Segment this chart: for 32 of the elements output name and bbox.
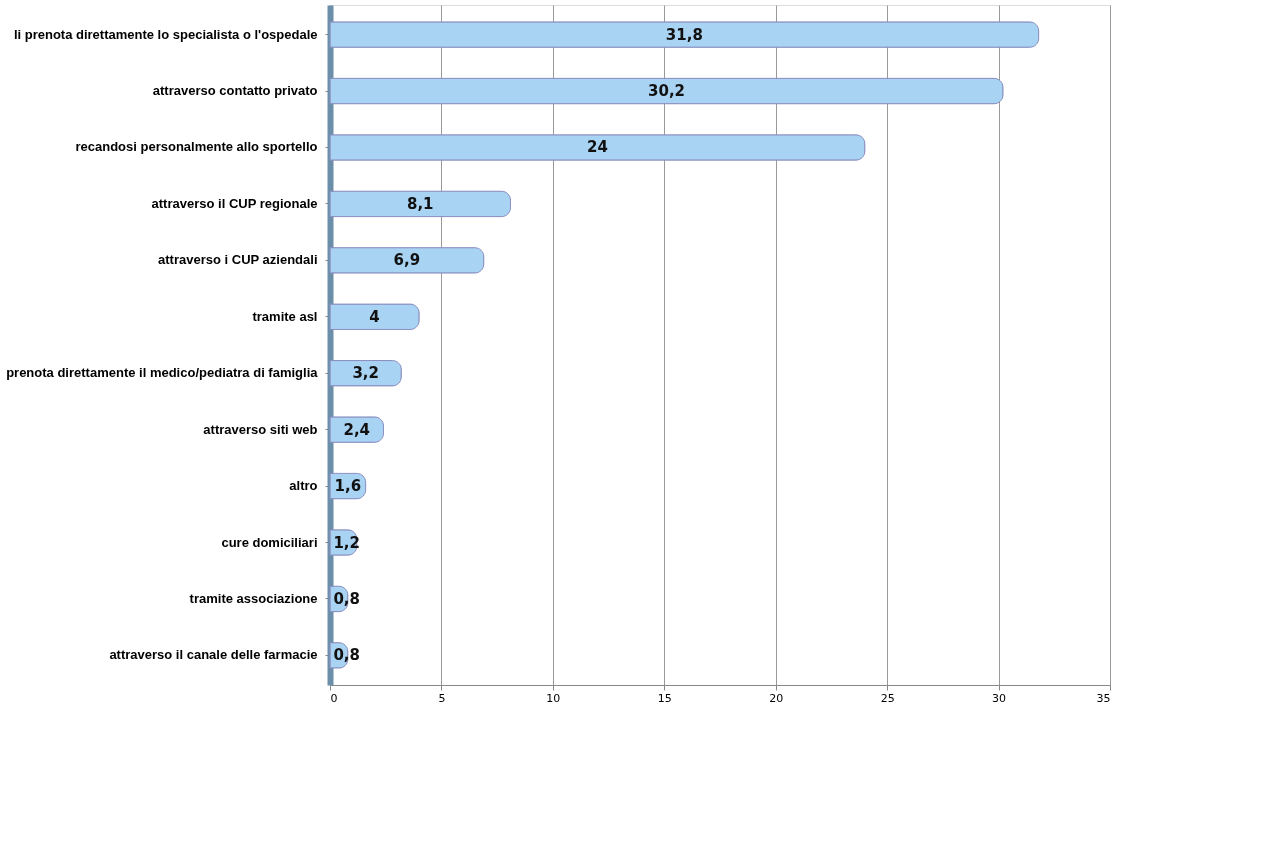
y-tick-label: li prenota direttamente lo specialista o l'ospedale (13, 26, 318, 42)
data-label: 24 (586, 138, 608, 157)
y-tick-label: prenota direttamente il medico/pediatra di famiglia (6, 365, 319, 381)
x-tick-label: 5 (438, 691, 446, 705)
data-label: 0,8 (333, 589, 360, 608)
x-tick-label: 0 (330, 691, 338, 705)
y-tick-label: cure domiciliari (221, 534, 318, 550)
y-tick-label: tramite associazione (189, 590, 318, 606)
y-tick-label: attraverso il canale delle farmacie (109, 647, 318, 663)
data-label: 4 (369, 307, 380, 326)
y-tick-label: altro (289, 478, 318, 494)
x-tick-label: 15 (657, 691, 672, 705)
data-label: 1,6 (334, 477, 362, 496)
x-tick-label: 10 (546, 691, 561, 705)
x-tick-label: 35 (1096, 691, 1111, 705)
data-label: 6,9 (393, 251, 421, 270)
y-tick-label: tramite asl (252, 308, 318, 324)
x-tick-label: 20 (769, 691, 784, 705)
data-label: 3,2 (352, 364, 379, 383)
x-tick-label: 30 (992, 691, 1007, 705)
data-label: 2,4 (343, 420, 371, 439)
data-label: 8,1 (406, 194, 434, 213)
data-label: 1,2 (333, 533, 360, 552)
y-tick-label: recandosi personalmente allo sportello (75, 139, 318, 155)
data-label: 30,2 (648, 82, 686, 101)
x-tick-label: 25 (880, 691, 895, 705)
data-label: 0,8 (333, 646, 360, 665)
y-tick-label: attraverso siti web (203, 421, 318, 437)
y-tick-label: attraverso contatto privato (152, 83, 318, 99)
y-tick-label: attraverso i CUP aziendali (158, 252, 318, 268)
data-label: 31,8 (665, 25, 703, 44)
y-tick-label: attraverso il CUP regionale (151, 195, 318, 211)
